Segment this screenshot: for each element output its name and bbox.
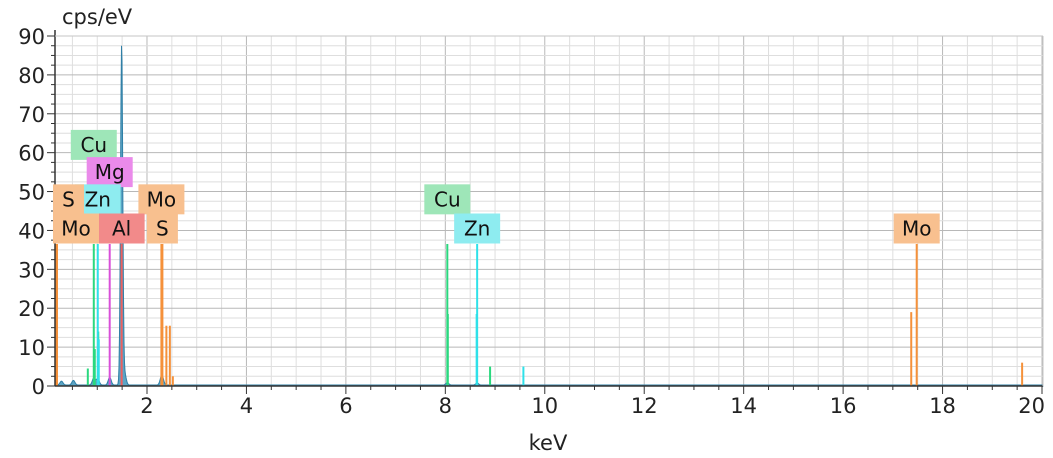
- element-tag-label: Mg: [95, 160, 125, 184]
- element-tag-box: [454, 213, 501, 244]
- element-tag-label: Al: [112, 217, 131, 241]
- x-tick-label: 16: [830, 394, 857, 418]
- element-tag-label: Mo: [902, 217, 932, 241]
- x-tick-label: 2: [140, 394, 153, 418]
- element-tag-box: [98, 213, 145, 244]
- element-tag-label: Mo: [147, 187, 177, 211]
- y-tick-label: 30: [18, 258, 45, 282]
- x-tick-label: 8: [439, 394, 452, 418]
- y-tick-label: 10: [18, 336, 45, 360]
- element-tag-box: [53, 213, 99, 244]
- x-tick-label: 20: [1018, 394, 1045, 418]
- y-tick-label: 40: [18, 219, 45, 243]
- x-tick-label: 10: [531, 394, 558, 418]
- x-tick-label: 18: [929, 394, 956, 418]
- element-tag-label: Cu: [80, 133, 107, 157]
- element-tag-label: Cu: [434, 187, 461, 211]
- element-tag-zn: Zn: [454, 213, 501, 244]
- element-lines: [54, 244, 1024, 386]
- spectrum-series: [54, 45, 1044, 387]
- y-axis-title: cps/eV: [62, 5, 133, 29]
- y-tick-label: 70: [18, 103, 45, 127]
- element-tag-box: [893, 213, 940, 244]
- element-tag-box: [424, 184, 471, 215]
- y-tick-label: 60: [18, 142, 45, 166]
- x-tick-label: 14: [730, 394, 757, 418]
- element-tag-label: Zn: [85, 187, 111, 211]
- x-tick-label: 12: [631, 394, 658, 418]
- element-tag-box: [138, 184, 185, 215]
- element-tag-box: [70, 129, 117, 160]
- element-tag-box: [53, 184, 84, 215]
- y-tick-label: 20: [18, 297, 45, 321]
- element-tag-label: S: [62, 187, 75, 211]
- element-tag-mg: Mg: [86, 157, 133, 188]
- y-tick-label: 0: [32, 375, 45, 399]
- x-axis-title: keV: [529, 431, 568, 455]
- element-tag-box: [146, 213, 178, 244]
- y-tick-label: 50: [18, 181, 45, 205]
- grid: [55, 35, 1043, 387]
- axes: [54, 30, 1044, 387]
- element-tag-box: [86, 157, 133, 188]
- element-tag-label: Zn: [464, 217, 490, 241]
- element-tag-mo: Mo: [53, 213, 99, 244]
- element-tag-s: S: [146, 213, 178, 244]
- element-tag-label: Mo: [61, 217, 91, 241]
- element-tag-cu: Cu: [424, 184, 471, 215]
- element-tag-al: Al: [98, 213, 145, 244]
- y-axis-ticks: 0 10 20 30 40 50 60 70 80 90: [18, 25, 55, 399]
- element-tag-mo: Mo: [893, 213, 940, 244]
- element-tag-cu: Cu: [70, 129, 117, 160]
- x-tick-label: 4: [240, 394, 253, 418]
- x-tick-label: 6: [339, 394, 352, 418]
- element-tag-s: S: [53, 184, 84, 215]
- x-axis-ticks: 2 4 6 8 10 12 14 16 18 20: [71, 386, 1045, 418]
- element-tag-label: S: [156, 217, 169, 241]
- spectrum-area: [54, 45, 1044, 387]
- y-tick-label: 90: [18, 25, 45, 49]
- y-tick-label: 80: [18, 64, 45, 88]
- element-tag-mo: Mo: [138, 184, 185, 215]
